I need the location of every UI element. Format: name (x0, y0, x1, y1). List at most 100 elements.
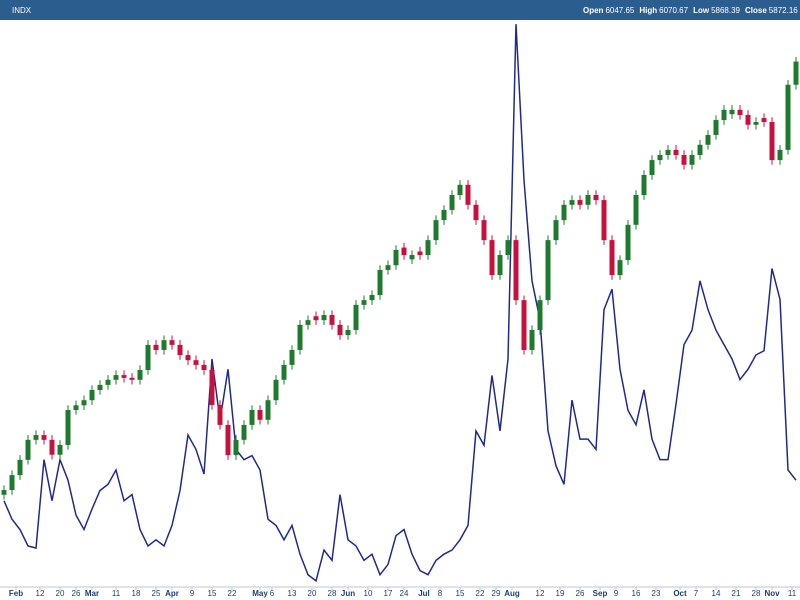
candle-body (761, 118, 767, 123)
x-tick-label: 22 (476, 589, 485, 598)
candle-body (649, 160, 655, 175)
x-tick-label: 19 (556, 589, 565, 598)
candle-body (313, 316, 319, 321)
candle-body (513, 240, 519, 301)
x-tick-label: 20 (308, 589, 317, 598)
candle-body (297, 324, 303, 350)
candle-body (193, 360, 199, 365)
candle-body (25, 439, 31, 460)
x-tick-label: May (252, 589, 268, 598)
stat-label: Open (583, 6, 604, 15)
stat-value: 5872.16 (768, 6, 798, 15)
candle-body (265, 400, 271, 420)
x-tick-label: Apr (165, 589, 179, 598)
candle-body (793, 61, 799, 85)
candle-body (321, 315, 327, 321)
x-tick-label: Aug (504, 589, 520, 598)
candle-body (729, 109, 735, 115)
stat-label: Close (745, 6, 767, 15)
candle-body (121, 375, 127, 378)
overlay-line (3, 24, 797, 583)
candle-body (73, 405, 79, 411)
candle-body (209, 369, 215, 405)
candle-body (129, 377, 135, 380)
x-tick-label: 6 (270, 589, 275, 598)
x-tick-label: 9 (614, 589, 619, 598)
candle-body (57, 444, 63, 455)
candle-body (689, 154, 695, 165)
candle-body (17, 459, 23, 476)
candle-body (393, 249, 399, 266)
x-tick-label: 11 (788, 589, 797, 598)
candle-body (417, 251, 423, 256)
x-tick-label: 12 (36, 589, 45, 598)
candle-body (601, 200, 607, 241)
candle-body (33, 435, 39, 440)
candle-body (401, 247, 407, 256)
candle-body (553, 220, 559, 241)
candle-body (305, 320, 311, 325)
candle-body (217, 404, 223, 425)
x-tick-label: Mar (85, 589, 99, 598)
candle-body (233, 439, 239, 456)
x-tick-label: 26 (576, 589, 585, 598)
candle-body (1, 490, 7, 495)
candle-body (361, 300, 367, 305)
candle-body (473, 204, 479, 221)
x-tick-label: 14 (712, 589, 721, 598)
candle-body (465, 184, 471, 205)
stat-label: High (639, 6, 658, 15)
x-tick-label: 20 (56, 589, 65, 598)
candle-body (113, 375, 119, 380)
candle-body (49, 439, 55, 455)
x-tick-label: 25 (152, 589, 161, 598)
x-tick-label: 8 (438, 589, 443, 598)
candle-body (225, 424, 231, 456)
symbol: INDX (12, 6, 32, 15)
candle-body (65, 410, 71, 445)
candle-body (153, 344, 159, 350)
candle-body (185, 355, 191, 361)
candle-body (337, 324, 343, 336)
x-tick-label: Jun (341, 589, 355, 598)
candle-body (425, 240, 431, 256)
candle-body (585, 194, 591, 205)
x-tick-label: Sep (593, 589, 608, 598)
candle-body (9, 475, 15, 491)
candle-body (169, 340, 175, 345)
candle-body (625, 224, 631, 261)
candle-body (529, 329, 535, 350)
candle-body (441, 209, 447, 221)
candle-body (457, 184, 463, 195)
candle-body (665, 149, 671, 155)
candle-body (497, 255, 503, 276)
x-tick-label: 17 (384, 589, 393, 598)
x-tick-label: 12 (536, 589, 545, 598)
candle-body (657, 154, 663, 161)
candle-body (281, 364, 287, 380)
candle-body (353, 304, 359, 330)
x-tick-label: 15 (456, 589, 465, 598)
candle-body (41, 435, 47, 440)
candle-body (705, 134, 711, 145)
stat-value: 6047.65 (605, 6, 635, 15)
candle-body (569, 200, 575, 205)
x-tick-label: 26 (72, 589, 81, 598)
candle-body (785, 84, 791, 150)
x-tick-label: 9 (190, 589, 195, 598)
candle-body (721, 109, 727, 121)
candle-body (609, 240, 615, 276)
candle-body (161, 340, 167, 350)
x-tick-label: 23 (652, 589, 661, 598)
x-tick-label: Feb (9, 589, 23, 598)
candle-body (641, 174, 647, 195)
candle-body (329, 315, 335, 325)
x-tick-label: Jul (418, 589, 430, 598)
candle-body (249, 410, 255, 425)
candle-body (105, 379, 111, 385)
candle-body (537, 300, 543, 330)
candle-body (697, 144, 703, 155)
x-tick-label: 28 (752, 589, 761, 598)
x-tick-label: Oct (673, 589, 687, 598)
